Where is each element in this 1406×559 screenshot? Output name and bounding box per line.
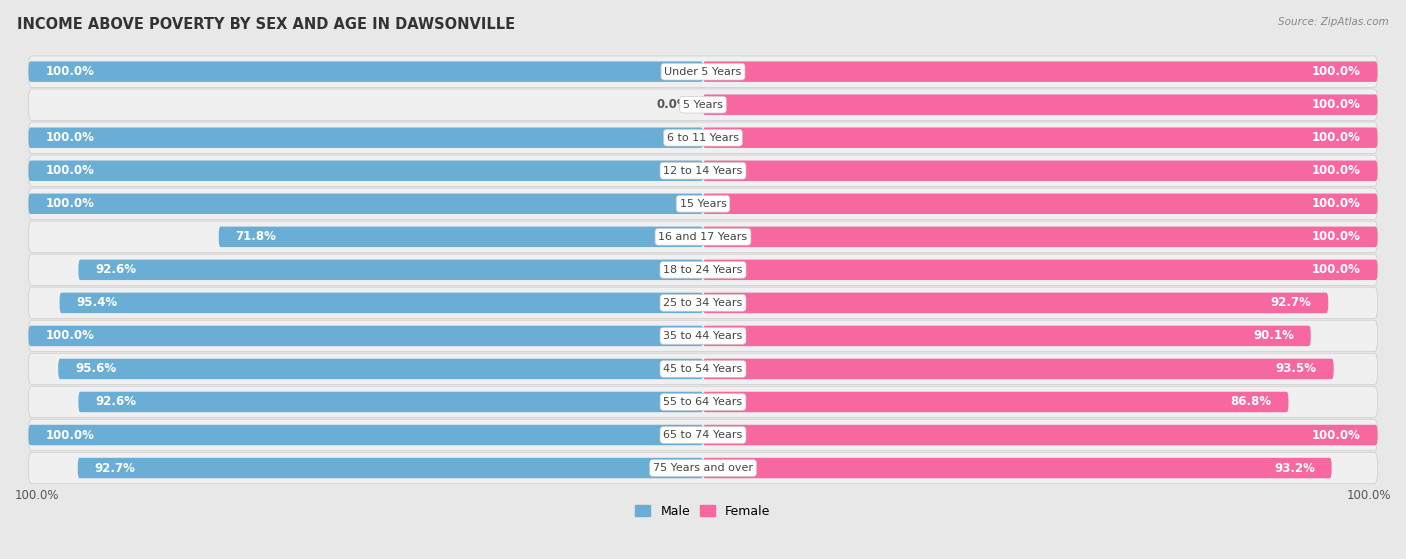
Text: 16 and 17 Years: 16 and 17 Years	[658, 232, 748, 242]
Text: 100.0%: 100.0%	[1312, 263, 1361, 276]
FancyBboxPatch shape	[28, 353, 1378, 385]
Text: 100.0%: 100.0%	[1312, 164, 1361, 177]
Text: 15 Years: 15 Years	[679, 199, 727, 209]
Text: 12 to 14 Years: 12 to 14 Years	[664, 166, 742, 176]
FancyBboxPatch shape	[28, 326, 703, 346]
FancyBboxPatch shape	[79, 259, 703, 280]
FancyBboxPatch shape	[703, 259, 1378, 280]
Text: 100.0%: 100.0%	[1312, 429, 1361, 442]
FancyBboxPatch shape	[28, 188, 1378, 220]
FancyBboxPatch shape	[703, 458, 1331, 479]
FancyBboxPatch shape	[219, 226, 703, 247]
FancyBboxPatch shape	[28, 425, 703, 445]
FancyBboxPatch shape	[703, 127, 1378, 148]
Text: 92.7%: 92.7%	[94, 462, 135, 475]
Text: 92.7%: 92.7%	[1271, 296, 1312, 309]
Text: 100.0%: 100.0%	[1312, 230, 1361, 243]
FancyBboxPatch shape	[703, 425, 1378, 445]
FancyBboxPatch shape	[703, 61, 1378, 82]
FancyBboxPatch shape	[28, 287, 1378, 319]
Text: 25 to 34 Years: 25 to 34 Years	[664, 298, 742, 308]
FancyBboxPatch shape	[28, 386, 1378, 418]
FancyBboxPatch shape	[28, 254, 1378, 286]
Text: 93.5%: 93.5%	[1275, 362, 1317, 376]
Text: 45 to 54 Years: 45 to 54 Years	[664, 364, 742, 374]
Text: 93.2%: 93.2%	[1274, 462, 1315, 475]
FancyBboxPatch shape	[28, 155, 1378, 187]
FancyBboxPatch shape	[58, 359, 703, 379]
FancyBboxPatch shape	[703, 226, 1378, 247]
Text: INCOME ABOVE POVERTY BY SEX AND AGE IN DAWSONVILLE: INCOME ABOVE POVERTY BY SEX AND AGE IN D…	[17, 17, 515, 32]
FancyBboxPatch shape	[28, 452, 1378, 484]
FancyBboxPatch shape	[703, 193, 1378, 214]
Text: 100.0%: 100.0%	[1312, 197, 1361, 210]
Text: 92.6%: 92.6%	[96, 263, 136, 276]
Text: Under 5 Years: Under 5 Years	[665, 67, 741, 77]
Text: 0.0%: 0.0%	[657, 98, 689, 111]
FancyBboxPatch shape	[703, 359, 1334, 379]
Text: 71.8%: 71.8%	[236, 230, 277, 243]
Text: 75 Years and over: 75 Years and over	[652, 463, 754, 473]
FancyBboxPatch shape	[703, 326, 1310, 346]
Text: 100.0%: 100.0%	[1312, 98, 1361, 111]
FancyBboxPatch shape	[28, 89, 1378, 120]
FancyBboxPatch shape	[28, 127, 703, 148]
FancyBboxPatch shape	[28, 419, 1378, 451]
Text: 18 to 24 Years: 18 to 24 Years	[664, 265, 742, 275]
Text: 100.0%: 100.0%	[1312, 131, 1361, 144]
FancyBboxPatch shape	[28, 221, 1378, 253]
Text: 65 to 74 Years: 65 to 74 Years	[664, 430, 742, 440]
Text: 100.0%: 100.0%	[1347, 489, 1391, 501]
Text: 100.0%: 100.0%	[1312, 65, 1361, 78]
Text: 5 Years: 5 Years	[683, 100, 723, 110]
Text: 100.0%: 100.0%	[45, 131, 94, 144]
Text: 90.1%: 90.1%	[1253, 329, 1294, 343]
FancyBboxPatch shape	[703, 160, 1378, 181]
Text: 100.0%: 100.0%	[45, 65, 94, 78]
Text: 35 to 44 Years: 35 to 44 Years	[664, 331, 742, 341]
Text: 6 to 11 Years: 6 to 11 Years	[666, 132, 740, 143]
FancyBboxPatch shape	[59, 293, 703, 313]
Text: 100.0%: 100.0%	[45, 197, 94, 210]
Text: 100.0%: 100.0%	[15, 489, 59, 501]
Text: 86.8%: 86.8%	[1230, 395, 1271, 409]
FancyBboxPatch shape	[77, 458, 703, 479]
FancyBboxPatch shape	[703, 392, 1288, 412]
FancyBboxPatch shape	[28, 122, 1378, 153]
Text: 100.0%: 100.0%	[45, 329, 94, 343]
Text: 55 to 64 Years: 55 to 64 Years	[664, 397, 742, 407]
Text: 92.6%: 92.6%	[96, 395, 136, 409]
FancyBboxPatch shape	[28, 193, 703, 214]
Text: 100.0%: 100.0%	[45, 429, 94, 442]
FancyBboxPatch shape	[28, 320, 1378, 352]
Text: Source: ZipAtlas.com: Source: ZipAtlas.com	[1278, 17, 1389, 27]
Legend: Male, Female: Male, Female	[630, 500, 776, 523]
Text: 100.0%: 100.0%	[45, 164, 94, 177]
FancyBboxPatch shape	[28, 56, 1378, 87]
Text: 95.4%: 95.4%	[76, 296, 118, 309]
Text: 95.6%: 95.6%	[75, 362, 117, 376]
FancyBboxPatch shape	[703, 94, 1378, 115]
FancyBboxPatch shape	[703, 293, 1329, 313]
FancyBboxPatch shape	[28, 61, 703, 82]
FancyBboxPatch shape	[79, 392, 703, 412]
FancyBboxPatch shape	[28, 160, 703, 181]
